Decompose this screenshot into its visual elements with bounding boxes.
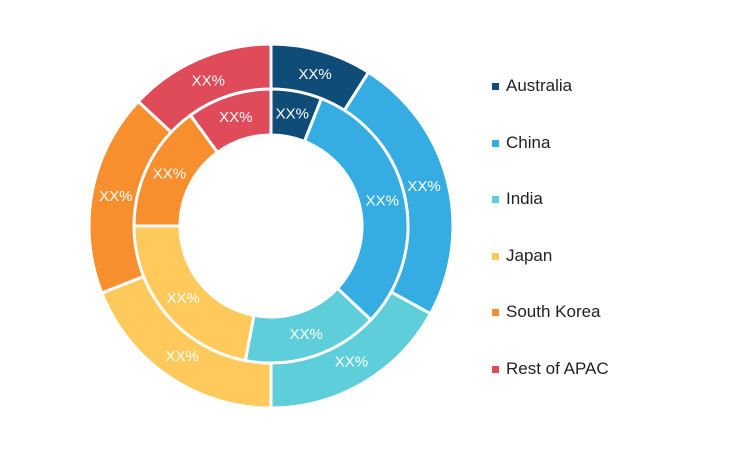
legend-label: Japan: [506, 245, 553, 265]
legend-swatch: [492, 309, 499, 317]
inner-slice-rest-of-apac: [188, 87, 273, 155]
inner-label-china: XX%: [366, 193, 399, 210]
outer-label-australia: XX%: [298, 66, 331, 83]
inner-slice-china: [302, 96, 410, 322]
legend-item-india: India: [492, 187, 732, 244]
outer-label-india: XX%: [335, 353, 368, 370]
legend-item-china: China: [492, 131, 732, 188]
outer-label-japan: XX%: [166, 348, 199, 365]
outer-label-rest-of-apac: XX%: [192, 72, 225, 89]
inner-label-rest-of-apac: XX%: [219, 109, 252, 126]
legend-label: China: [506, 132, 551, 152]
inner-label-japan: XX%: [166, 290, 199, 307]
legend-swatch: [492, 139, 499, 147]
legend-label: South Korea: [506, 302, 601, 322]
legend-swatch: [492, 83, 499, 90]
inner-label-south-korea: XX%: [153, 166, 186, 183]
outer-label-china: XX%: [407, 178, 440, 195]
legend-swatch: [492, 252, 499, 260]
legend-item-australia: Australia: [492, 74, 732, 131]
legend: Australia China India Japan South Korea Rest …: [492, 74, 732, 414]
legend-label: India: [506, 189, 543, 209]
legend-label: Rest of APAC: [506, 358, 609, 378]
inner-label-australia: XX%: [276, 106, 309, 123]
legend-item-rest-of-apac: Rest of APAC: [492, 357, 732, 414]
legend-swatch: [492, 196, 499, 204]
legend-item-japan: Japan: [492, 244, 732, 301]
legend-item-south-korea: South Korea: [492, 300, 732, 357]
inner-label-india: XX%: [290, 326, 323, 343]
outer-label-south-korea: XX%: [99, 188, 132, 205]
legend-label: Australia: [506, 76, 573, 95]
legend-swatch: [492, 365, 499, 373]
